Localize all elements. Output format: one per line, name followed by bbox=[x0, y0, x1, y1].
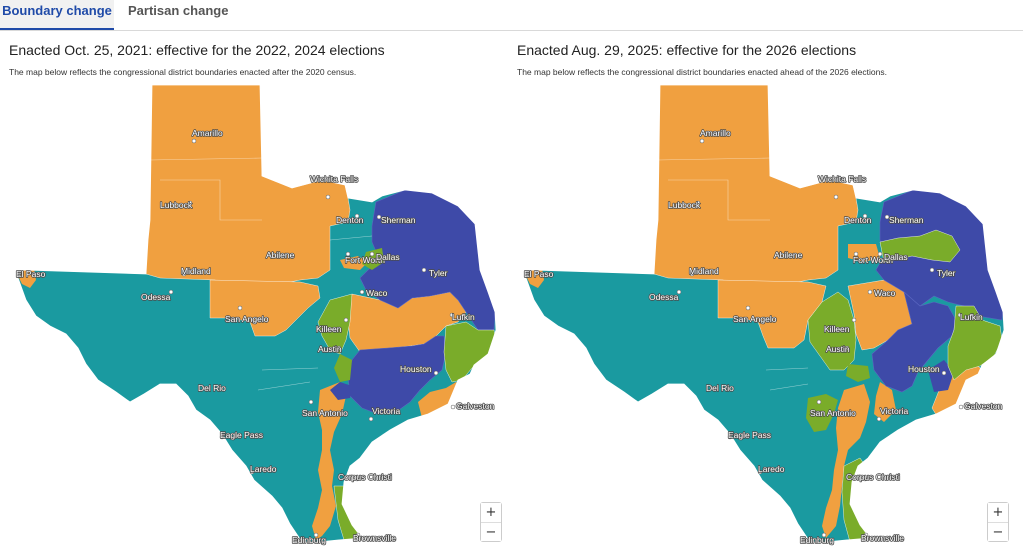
city-label-corpus-christi: Corpus Christi bbox=[338, 472, 392, 482]
zoom-in-button[interactable]: + bbox=[481, 503, 501, 522]
city-label-eagle-pass: Eagle Pass bbox=[220, 430, 263, 440]
city-label-el-paso: El Paso bbox=[16, 269, 46, 279]
city-label-edinburg: Edinburg bbox=[292, 535, 326, 545]
city-label-san-angelo: San Angelo bbox=[733, 314, 777, 324]
city-markers bbox=[524, 138, 964, 538]
city-label-galveston: Galveston bbox=[964, 401, 1003, 411]
city-label-houston: Houston bbox=[908, 364, 940, 374]
city-label-lubbock: Lubbock bbox=[668, 200, 701, 210]
tab-partisan-change[interactable]: Partisan change bbox=[128, 3, 229, 18]
city-label-sherman: Sherman bbox=[889, 215, 924, 225]
city-label-midland: Midland bbox=[689, 266, 719, 276]
texas-district-map-2025[interactable]: Amarillo Wichita Falls Lubbock Denton Sh… bbox=[508, 30, 1016, 554]
city-label-dallas: Dallas bbox=[376, 252, 400, 262]
city-label-lubbock: Lubbock bbox=[160, 200, 193, 210]
city-label-odessa: Odessa bbox=[141, 292, 171, 302]
city-label-odessa: Odessa bbox=[649, 292, 679, 302]
city-label-killeen: Killeen bbox=[824, 324, 850, 334]
city-label-lufkin: Lufkin bbox=[960, 312, 983, 322]
tab-bar: Boundary change Partisan change bbox=[0, 0, 1023, 31]
city-label-edinburg: Edinburg bbox=[800, 535, 834, 545]
city-label-denton: Denton bbox=[844, 215, 872, 225]
city-label-lufkin: Lufkin bbox=[452, 312, 475, 322]
city-label-laredo: Laredo bbox=[758, 464, 785, 474]
city-label-austin: Austin bbox=[826, 344, 850, 354]
city-label-victoria: Victoria bbox=[880, 406, 908, 416]
city-label-waco: Waco bbox=[366, 288, 388, 298]
zoom-in-button[interactable]: + bbox=[988, 503, 1008, 522]
zoom-controls: + − bbox=[987, 502, 1009, 542]
zoom-out-button[interactable]: − bbox=[988, 522, 1008, 541]
panel-description: The map below reflects the congressional… bbox=[9, 67, 357, 77]
city-label-eagle-pass: Eagle Pass bbox=[728, 430, 771, 440]
city-label-sherman: Sherman bbox=[381, 215, 416, 225]
city-label-tyler: Tyler bbox=[937, 268, 956, 278]
city-label-brownsville: Brownsville bbox=[353, 533, 396, 543]
city-label-fort-worth: Fort Worth bbox=[853, 255, 893, 265]
city-label-galveston: Galveston bbox=[456, 401, 495, 411]
city-label-del-rio: Del Rio bbox=[198, 383, 226, 393]
city-markers bbox=[16, 138, 456, 538]
map-panel-2025: Enacted Aug. 29, 2025: effective for the… bbox=[508, 30, 1016, 554]
zoom-controls: + − bbox=[480, 502, 502, 542]
city-label-laredo: Laredo bbox=[250, 464, 277, 474]
city-label-abilene: Abilene bbox=[774, 250, 803, 260]
city-label-abilene: Abilene bbox=[266, 250, 295, 260]
texas-district-map-2021[interactable]: Amarillo Wichita Falls Lubbock Denton Sh… bbox=[0, 30, 508, 554]
city-label-del-rio: Del Rio bbox=[706, 383, 734, 393]
map-panel-2021: Enacted Oct. 25, 2021: effective for the… bbox=[0, 30, 508, 554]
city-label-waco: Waco bbox=[874, 288, 896, 298]
city-label-denton: Denton bbox=[336, 215, 364, 225]
city-label-fort-worth: Fort Worth bbox=[345, 255, 385, 265]
city-label-san-angelo: San Angelo bbox=[225, 314, 269, 324]
city-label-san-antonio: San Antonio bbox=[810, 408, 856, 418]
panel-description: The map below reflects the congressional… bbox=[517, 67, 887, 77]
city-label-houston: Houston bbox=[400, 364, 432, 374]
panel-title: Enacted Aug. 29, 2025: effective for the… bbox=[517, 42, 857, 58]
city-label-victoria: Victoria bbox=[372, 406, 400, 416]
city-label-wichita-falls: Wichita Falls bbox=[310, 174, 358, 184]
city-label-austin: Austin bbox=[318, 344, 342, 354]
panel-title: Enacted Oct. 25, 2021: effective for the… bbox=[9, 42, 385, 58]
city-label-san-antonio: San Antonio bbox=[302, 408, 348, 418]
city-label-dallas: Dallas bbox=[884, 252, 908, 262]
city-label-tyler: Tyler bbox=[429, 268, 448, 278]
city-label-amarillo: Amarillo bbox=[192, 128, 223, 138]
city-label-wichita-falls: Wichita Falls bbox=[818, 174, 866, 184]
city-label-amarillo: Amarillo bbox=[700, 128, 731, 138]
city-label-el-paso: El Paso bbox=[524, 269, 554, 279]
zoom-out-button[interactable]: − bbox=[481, 522, 501, 541]
city-label-corpus-christi: Corpus Christi bbox=[846, 472, 900, 482]
city-label-killeen: Killeen bbox=[316, 324, 342, 334]
tab-boundary-change[interactable]: Boundary change bbox=[0, 0, 114, 30]
city-label-midland: Midland bbox=[181, 266, 211, 276]
city-label-brownsville: Brownsville bbox=[861, 533, 904, 543]
